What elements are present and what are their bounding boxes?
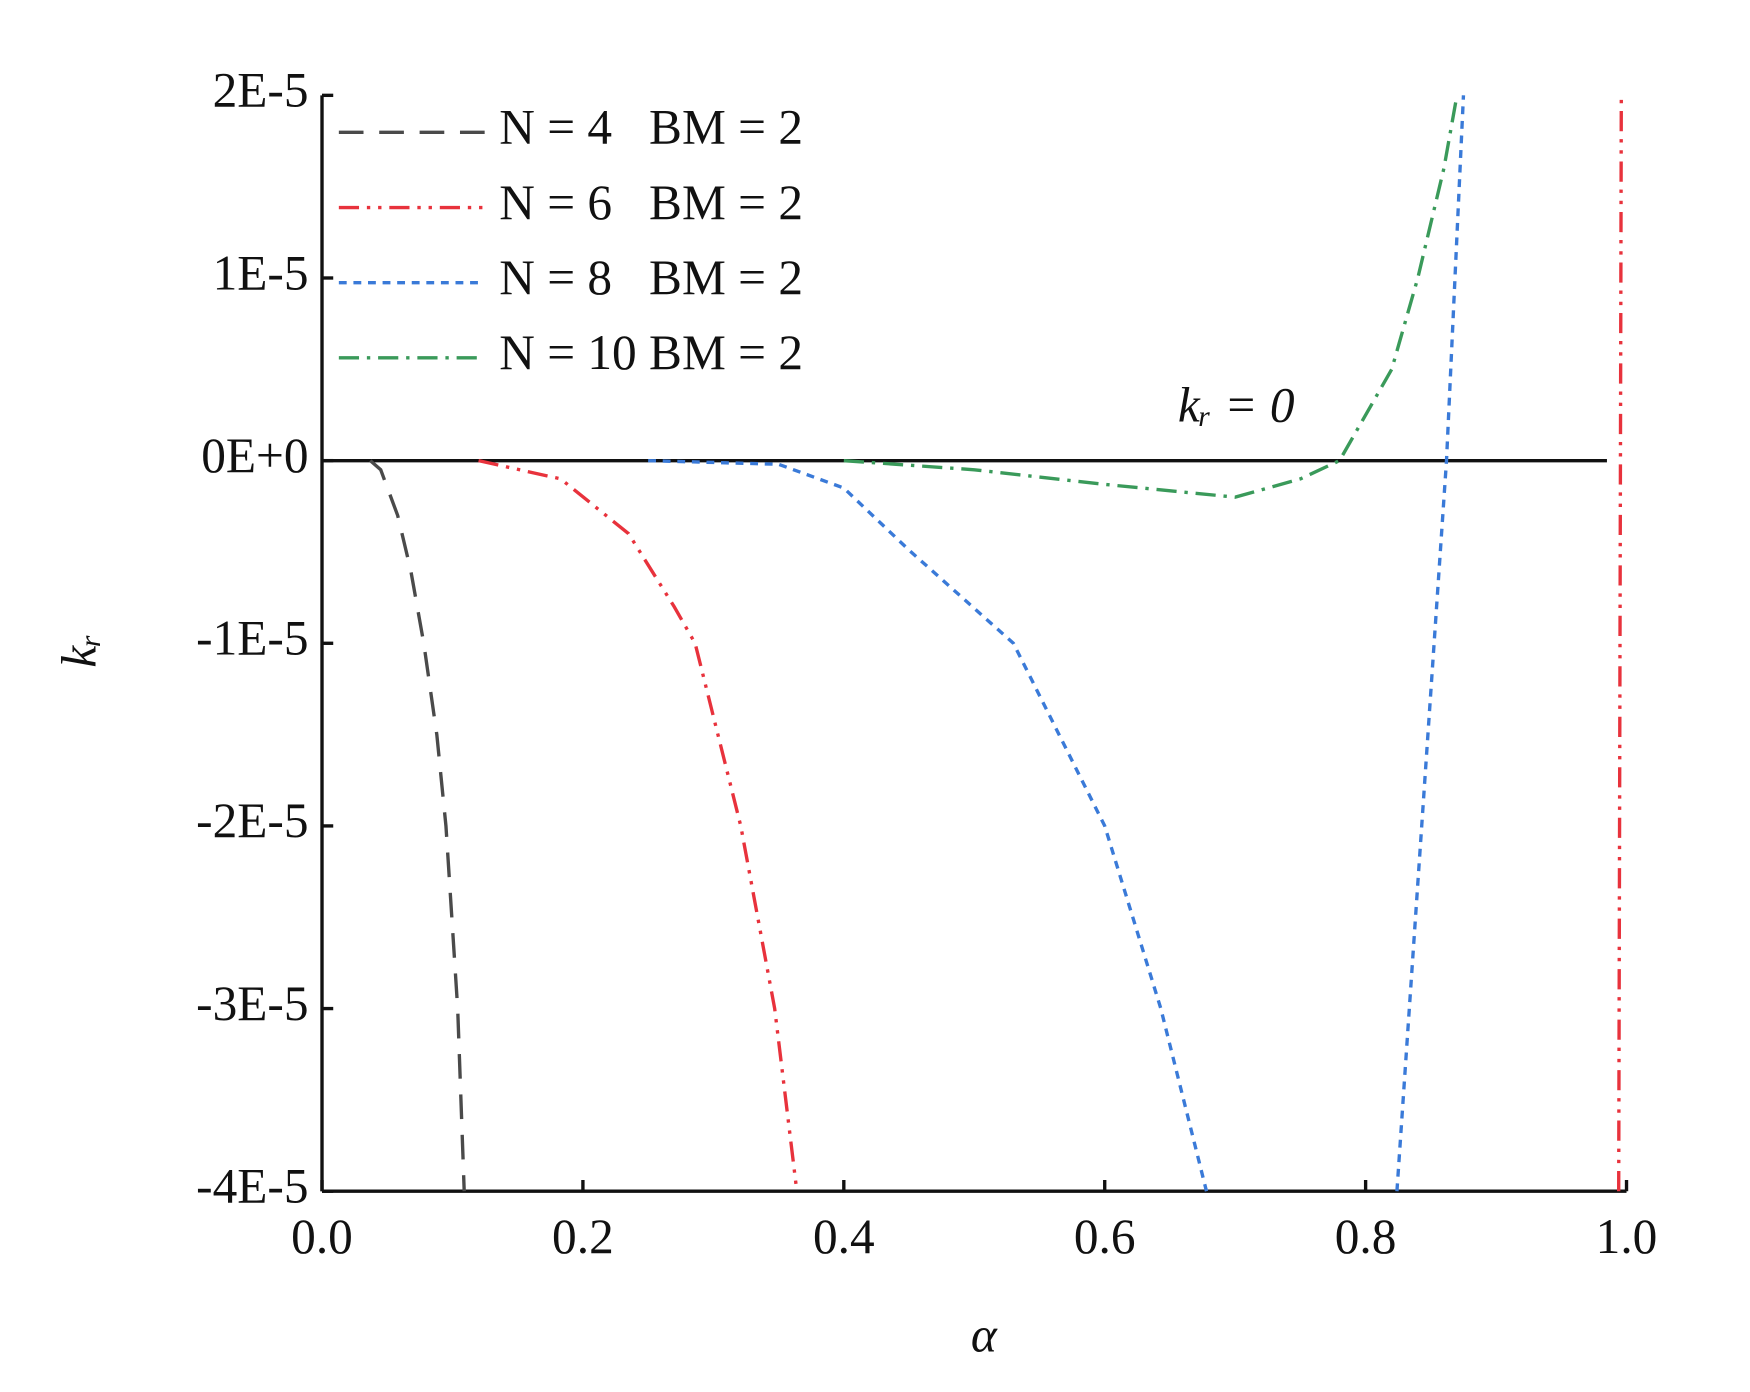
y-tick-label: -2E-5: [196, 793, 308, 848]
x-tick-label: 0.0: [291, 1209, 353, 1264]
y-axis-label: kᵣ: [52, 634, 107, 668]
series-line: [478, 95, 1623, 1192]
y-tick-label: 0E+0: [201, 428, 308, 483]
legend-label: N = 4 BM = 2: [499, 100, 803, 155]
legend-label: N = 8 BM = 2: [499, 250, 803, 305]
y-tick-label: 2E-5: [213, 63, 309, 118]
legend-label: N = 6 BM = 2: [499, 175, 803, 230]
x-axis-label: α: [971, 1308, 998, 1363]
y-tick-label: -4E-5: [196, 1159, 308, 1214]
x-tick-label: 0.4: [813, 1209, 875, 1264]
x-tick-label: 1.0: [1596, 1209, 1658, 1264]
x-tick-label: 0.2: [552, 1209, 614, 1264]
series-line: [369, 459, 466, 1192]
y-tick-label: 1E-5: [213, 245, 309, 300]
y-tick-label: -1E-5: [196, 611, 308, 666]
legend-label: N = 10 BM = 2: [499, 325, 803, 380]
x-tick-label: 0.8: [1335, 1209, 1397, 1264]
y-tick-label: -3E-5: [196, 976, 308, 1031]
series-line: [648, 95, 1466, 1192]
x-tick-label: 0.6: [1074, 1209, 1136, 1264]
reference-label: kᵣ = 0: [1178, 377, 1295, 432]
series-line: [843, 95, 1459, 499]
